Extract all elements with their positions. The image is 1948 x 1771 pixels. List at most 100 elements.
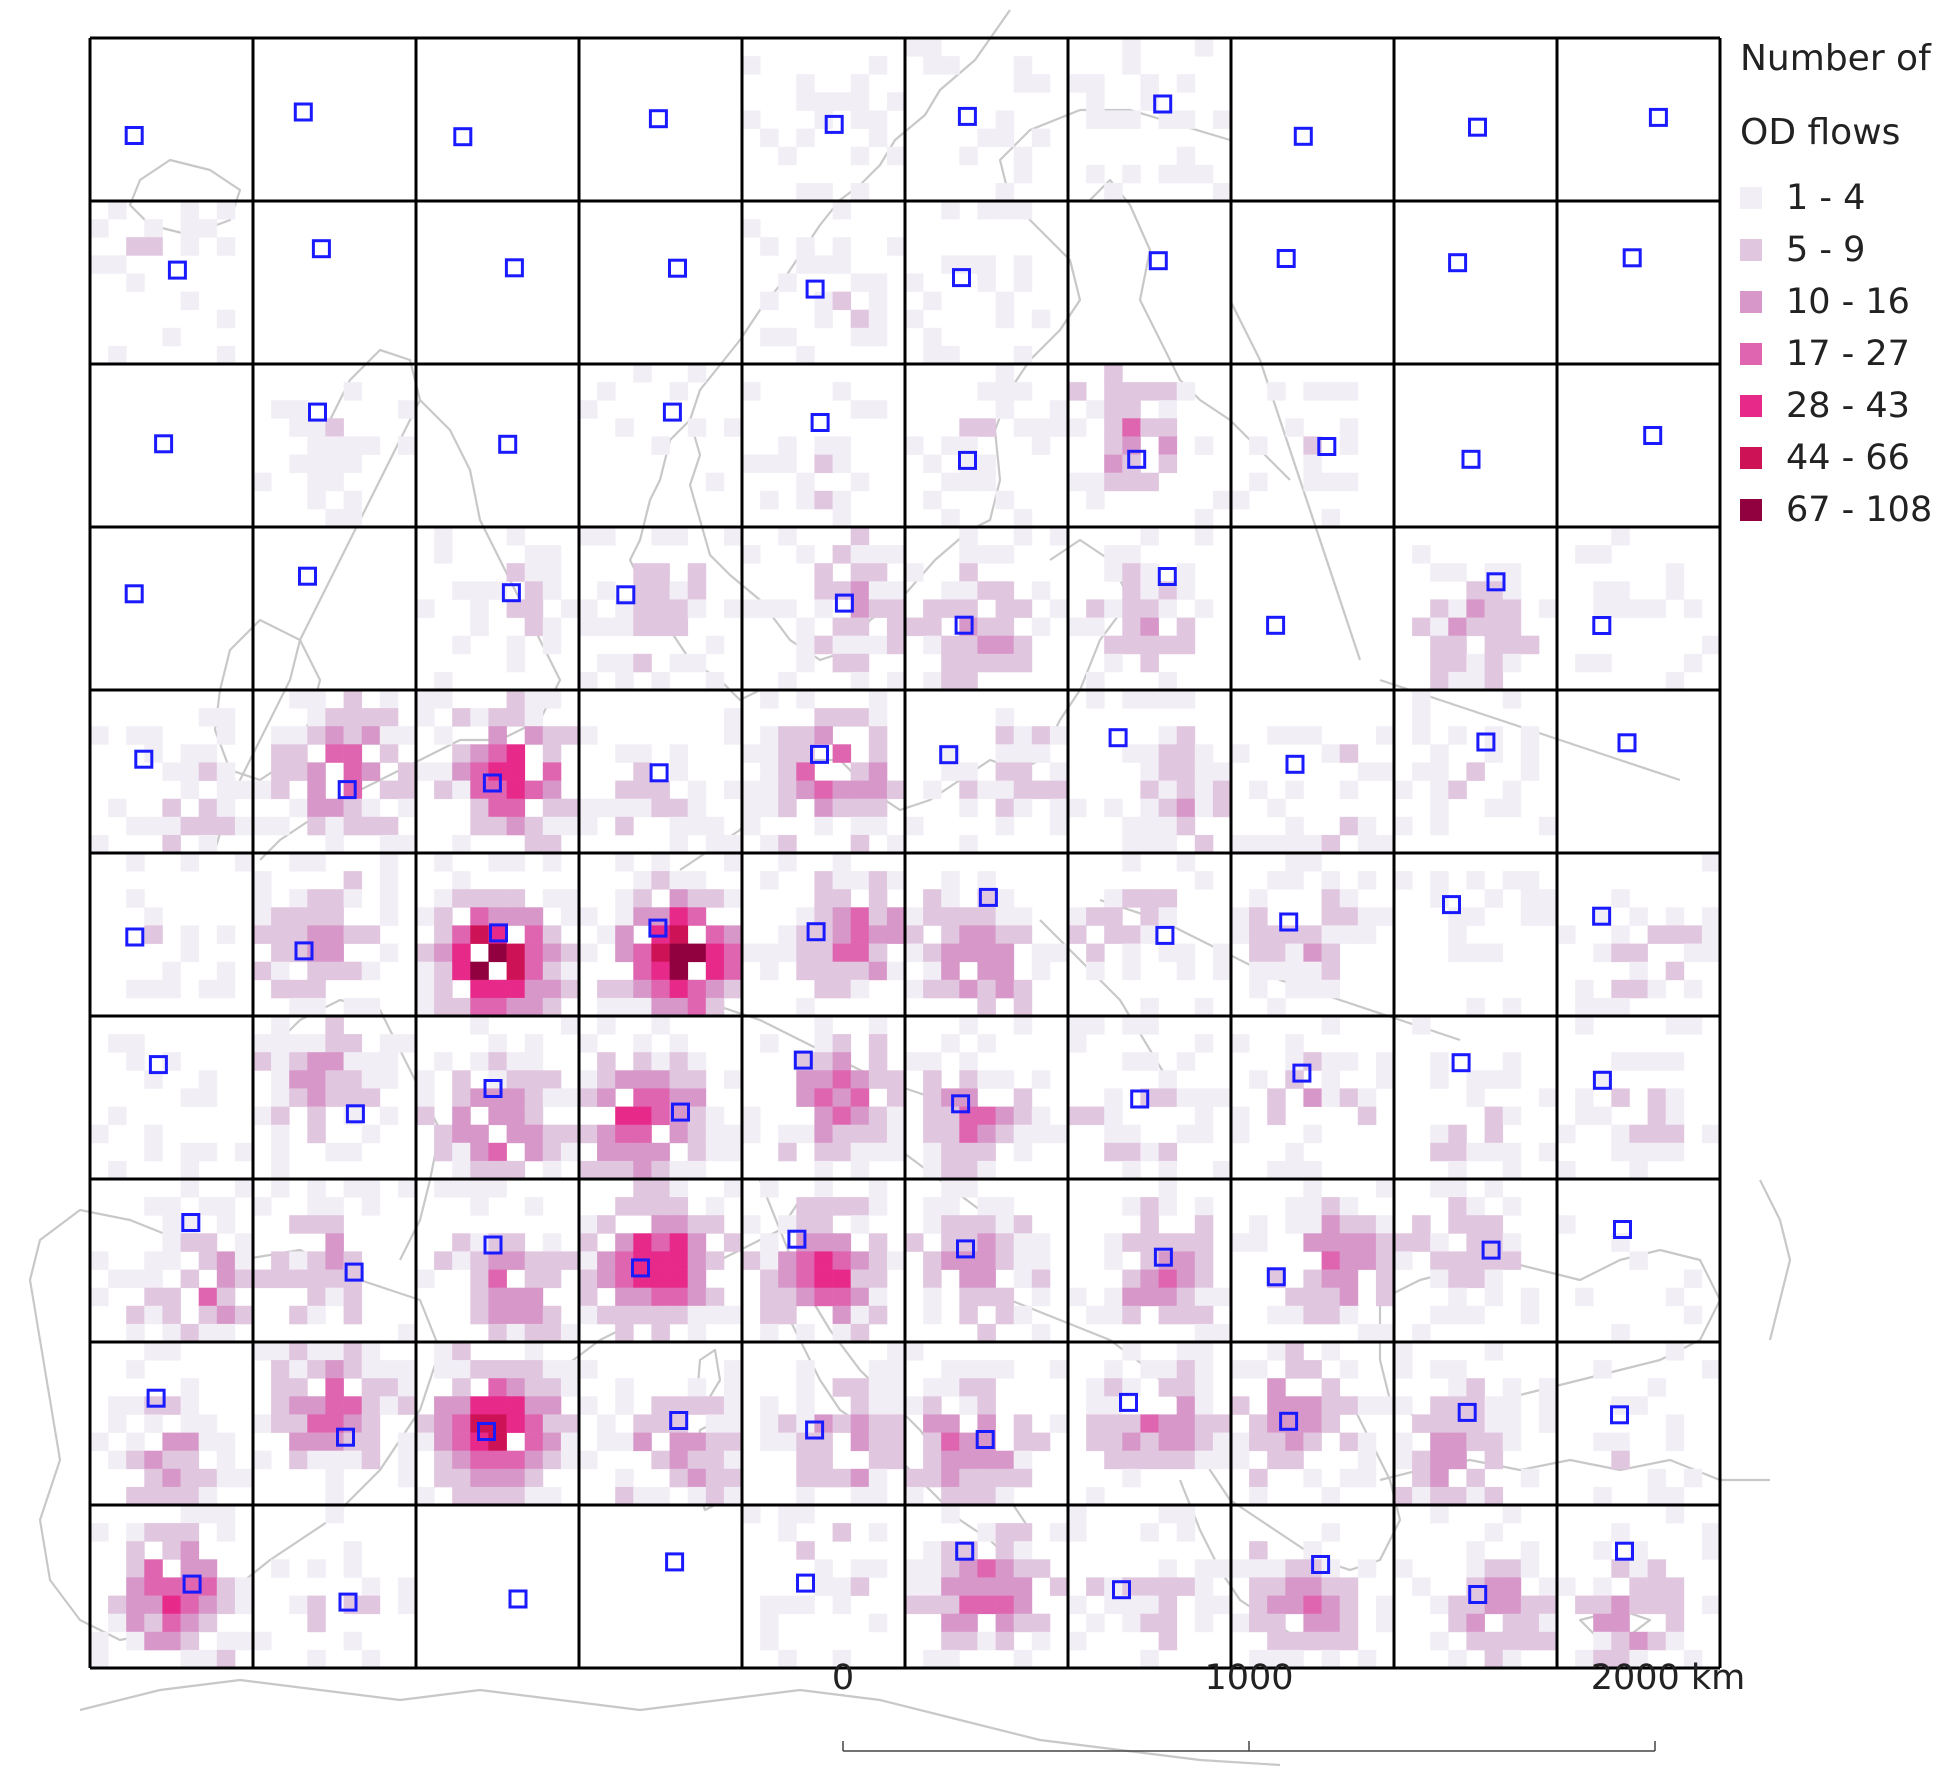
flow-cell [397,400,417,419]
flow-cell [108,1414,127,1433]
flow-cell [560,1251,580,1270]
flow-cell [633,762,652,781]
flow-cell [198,1197,218,1216]
flow-cell [560,1124,580,1144]
flow-cell [289,997,308,1017]
flow-cell [760,237,779,256]
flow-cell [1502,617,1522,637]
flow-cell [488,979,507,999]
flow-cell [615,617,634,637]
flow-cell [723,780,743,800]
flow-cell [180,1486,200,1506]
flow-cell [615,979,634,999]
flow-cell [144,237,163,256]
flow-cell [1701,1595,1721,1615]
flow-cell [1520,1468,1540,1488]
flow-cell [1068,1016,1087,1035]
flow-cell [271,1179,290,1198]
flow-cell [742,382,761,401]
flow-cell [560,1378,580,1397]
flow-cell [289,853,308,872]
flow-cell [579,1305,598,1325]
flow-cell [1321,472,1341,492]
flow-cell [452,871,471,890]
flow-cell [669,1124,689,1144]
flow-cell [1285,871,1304,890]
flow-cell [1611,527,1630,546]
flow-cell [180,816,200,836]
origin-marker [146,1388,166,1408]
flow-cell [180,201,200,220]
flow-cell [959,1486,978,1506]
flow-cell [1303,1233,1322,1252]
flow-cell [361,1342,381,1361]
flow-cell [850,581,870,600]
flow-cell [1665,1142,1685,1162]
flow-cell [832,617,852,637]
flow-cell [325,1450,344,1470]
flow-cell [108,798,127,818]
flow-cell [1176,1432,1196,1452]
flow-cell [144,1124,163,1144]
flow-cell [343,1342,363,1361]
flow-cell [1212,943,1232,963]
flow-cell [959,943,978,963]
flow-cell [1176,146,1196,166]
flow-cell [615,889,634,908]
flow-cell [868,1486,888,1506]
flow-cell [289,1450,308,1470]
flow-cell [289,1251,308,1270]
flow-cell [615,1468,634,1488]
flow-cell [905,1577,924,1596]
origin-marker [508,1589,528,1609]
legend-item: 17 - 27 [1740,328,1932,380]
flow-cell [1212,1160,1232,1180]
flow-cell [524,1088,544,1107]
flow-cell [1375,1215,1395,1234]
flow-cell [977,472,996,492]
flow-cell [506,1052,526,1071]
flow-cell [760,1305,779,1325]
flow-cell [1647,1595,1667,1615]
flow-cell [180,925,200,944]
flow-cell [868,925,888,944]
flow-cell [977,1396,996,1415]
flow-cell [995,545,1015,564]
flow-cell [452,1396,471,1415]
flow-cell [1466,1142,1485,1162]
flow-cell [488,708,507,727]
legend-item: 67 - 108 [1740,484,1932,536]
flow-cell [1158,454,1178,474]
flow-cell [995,635,1015,655]
flow-cell [832,798,852,818]
flow-cell [687,1432,707,1452]
flow-cell [397,1595,417,1615]
flow-cell [560,1088,580,1107]
flow-cell [1448,1251,1467,1270]
flow-cell [1557,925,1576,944]
flow-cell [941,472,960,492]
flow-cell [1013,798,1033,818]
origin-marker [648,918,668,938]
flow-cell [180,1160,200,1180]
flow-cell [452,1124,471,1144]
flow-cell [995,1468,1015,1488]
flow-cell [941,961,960,981]
flow-cell [868,816,888,836]
flow-cell [760,798,779,818]
flow-cell [796,92,815,111]
flow-cell [1140,617,1159,637]
flow-cell [941,889,960,908]
flow-cell [1412,1233,1431,1252]
flow-cell [705,943,725,963]
flow-cell [850,1414,870,1433]
flow-cell [977,273,996,292]
flow-cell [1031,581,1051,600]
flow-cell [379,1378,399,1397]
flow-cell [1466,1559,1485,1578]
flow-cell [1611,599,1630,618]
flow-cell [1520,762,1540,781]
flow-cell [796,997,815,1017]
flow-cell [234,1233,254,1252]
flow-cell [832,436,852,455]
